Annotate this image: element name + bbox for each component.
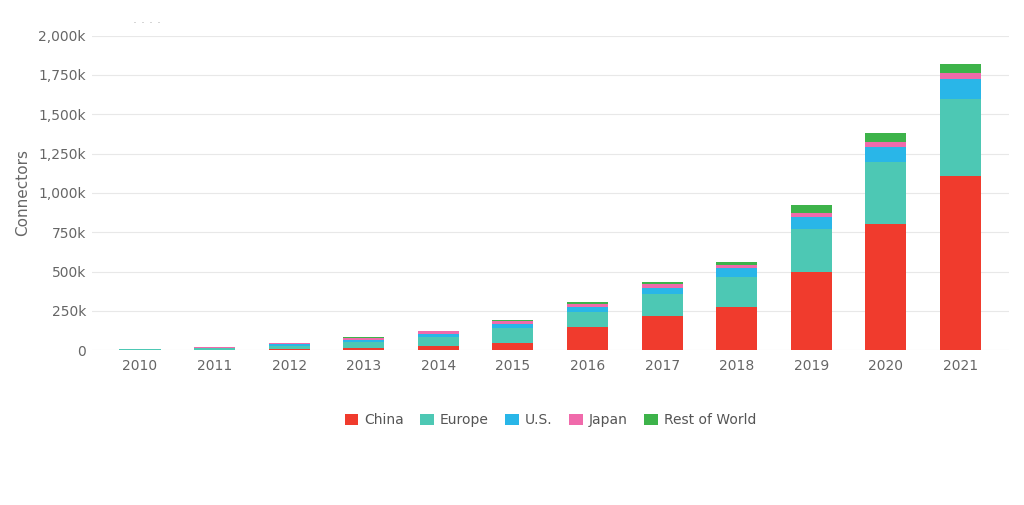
Bar	[940, 79, 981, 98]
Bar	[642, 294, 683, 317]
Bar	[865, 224, 906, 350]
Bar	[716, 262, 758, 265]
Bar	[567, 307, 608, 312]
Bar	[865, 141, 906, 146]
Bar	[343, 342, 384, 348]
Bar	[567, 302, 608, 304]
Bar	[195, 347, 236, 348]
Bar	[791, 217, 831, 229]
Bar	[493, 328, 534, 343]
Bar	[567, 327, 608, 350]
Bar	[865, 146, 906, 162]
Bar	[343, 339, 384, 342]
Bar	[343, 338, 384, 339]
Bar	[120, 349, 161, 350]
Bar	[493, 343, 534, 350]
Bar	[493, 324, 534, 328]
Bar	[865, 133, 906, 141]
Bar	[642, 284, 683, 288]
Bar	[642, 317, 683, 350]
Bar	[418, 331, 459, 334]
Bar	[791, 229, 831, 272]
Bar	[716, 269, 758, 277]
Bar	[567, 312, 608, 327]
Bar	[567, 304, 608, 307]
Bar	[268, 345, 309, 349]
Bar	[940, 176, 981, 350]
Bar	[716, 277, 758, 307]
Bar	[343, 348, 384, 350]
Text: . . . .: . . . .	[133, 13, 161, 26]
Legend: China, Europe, U.S., Japan, Rest of World: China, Europe, U.S., Japan, Rest of Worl…	[339, 408, 762, 433]
Bar	[268, 349, 309, 350]
Bar	[642, 288, 683, 294]
Bar	[791, 213, 831, 217]
Bar	[865, 162, 906, 224]
Y-axis label: Connectors: Connectors	[15, 149, 30, 236]
Bar	[418, 337, 459, 346]
Bar	[418, 334, 459, 337]
Bar	[493, 320, 534, 321]
Bar	[940, 73, 981, 79]
Bar	[418, 346, 459, 350]
Bar	[791, 206, 831, 213]
Bar	[195, 348, 236, 350]
Bar	[791, 272, 831, 350]
Bar	[716, 307, 758, 350]
Bar	[268, 343, 309, 344]
Bar	[940, 98, 981, 176]
Bar	[493, 321, 534, 324]
Bar	[940, 64, 981, 73]
Bar	[642, 282, 683, 284]
Bar	[716, 265, 758, 269]
Bar	[268, 344, 309, 345]
